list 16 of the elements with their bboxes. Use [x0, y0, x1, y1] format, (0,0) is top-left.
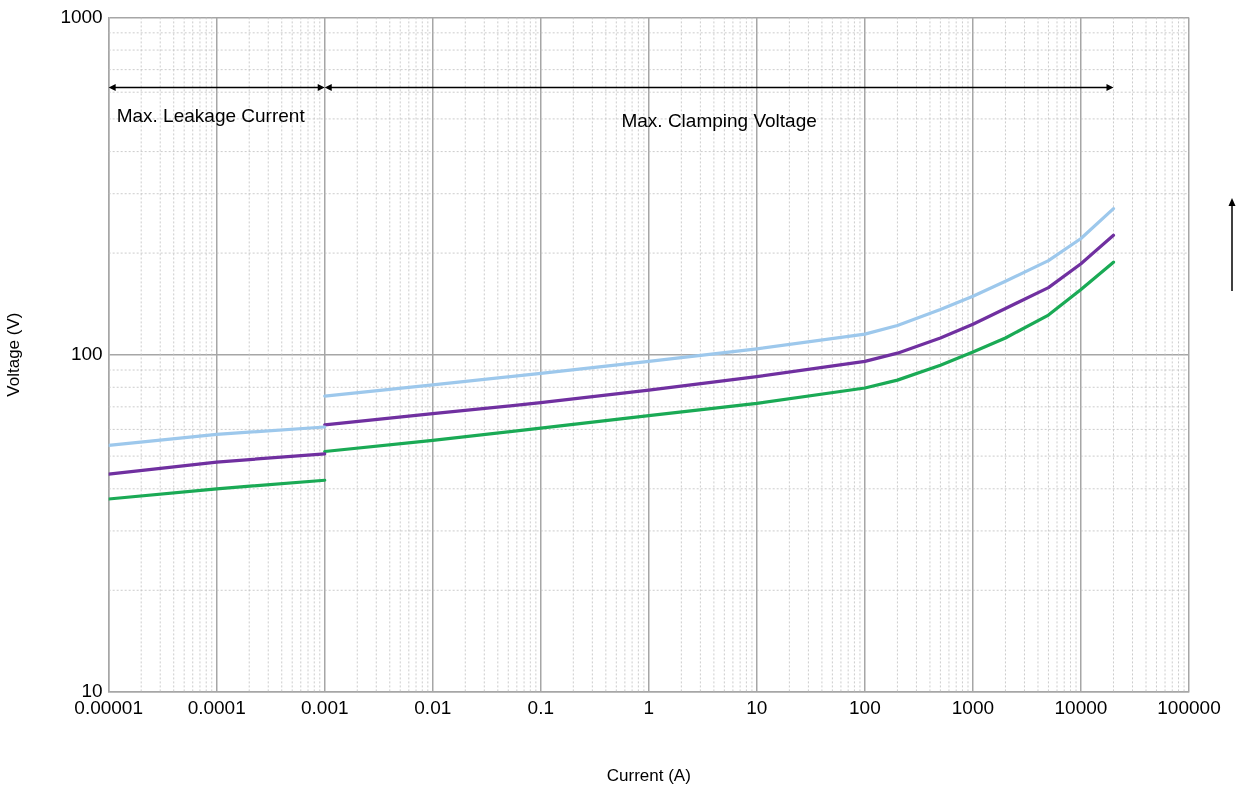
- x-tick-label: 0.1: [527, 697, 555, 719]
- annotation: Max. Clamping Voltage: [621, 109, 817, 131]
- y-axis-title: Voltage (V): [3, 312, 23, 397]
- y-tick-label: 1000: [60, 5, 103, 27]
- x-tick-label: 0.001: [300, 697, 349, 719]
- x-tick-label: 10: [746, 697, 768, 719]
- x-axis-title: Current (A): [606, 766, 691, 786]
- x-tick-label: 100000: [1157, 697, 1221, 719]
- x-tick-label: 1: [643, 697, 655, 719]
- x-tick-label: 0.0001: [187, 697, 246, 719]
- x-tick-label: 0.01: [414, 697, 452, 719]
- x-tick-label: 10000: [1054, 697, 1108, 719]
- x-tick-label: 1000: [951, 697, 995, 719]
- y-tick-label: 100: [70, 342, 103, 364]
- annotation: Max. Leakage Current: [116, 104, 306, 126]
- x-tick-label: 100: [849, 697, 881, 719]
